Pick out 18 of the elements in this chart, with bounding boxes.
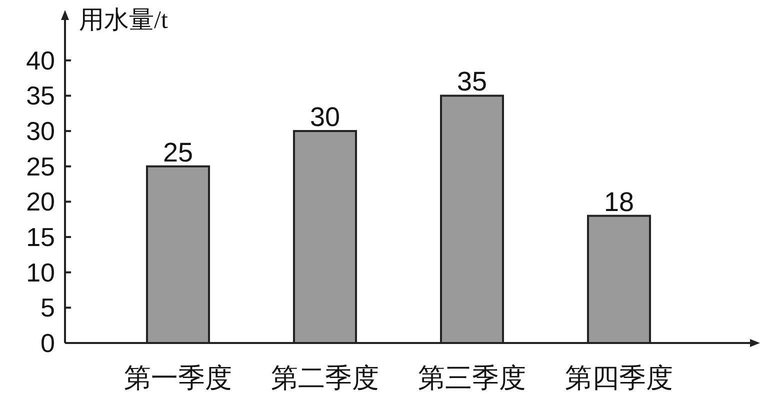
- y-tick-label: 5: [40, 292, 55, 323]
- x-tick-label: 第一季度: [124, 363, 232, 393]
- data-label: 18: [604, 186, 634, 217]
- data-label: 25: [162, 137, 194, 168]
- x-tick-label: 第三季度: [418, 363, 526, 393]
- y-tick-label: 35: [26, 80, 55, 111]
- data-label: 30: [310, 102, 340, 132]
- y-tick-label: 40: [26, 45, 55, 76]
- data-label: 35: [456, 66, 488, 97]
- y-tick-label: 10: [26, 257, 55, 288]
- y-tick-label: 25: [26, 151, 55, 182]
- y-tick-label: 0: [40, 328, 55, 358]
- y-tick-label: 15: [26, 222, 55, 252]
- y-axis-title: 用水量/t: [79, 7, 168, 34]
- y-tick-label: 20: [26, 186, 55, 217]
- x-tick-label: 第四季度: [565, 363, 673, 393]
- x-tick-label: 第二季度: [271, 363, 379, 393]
- y-tick-label: 30: [26, 116, 55, 146]
